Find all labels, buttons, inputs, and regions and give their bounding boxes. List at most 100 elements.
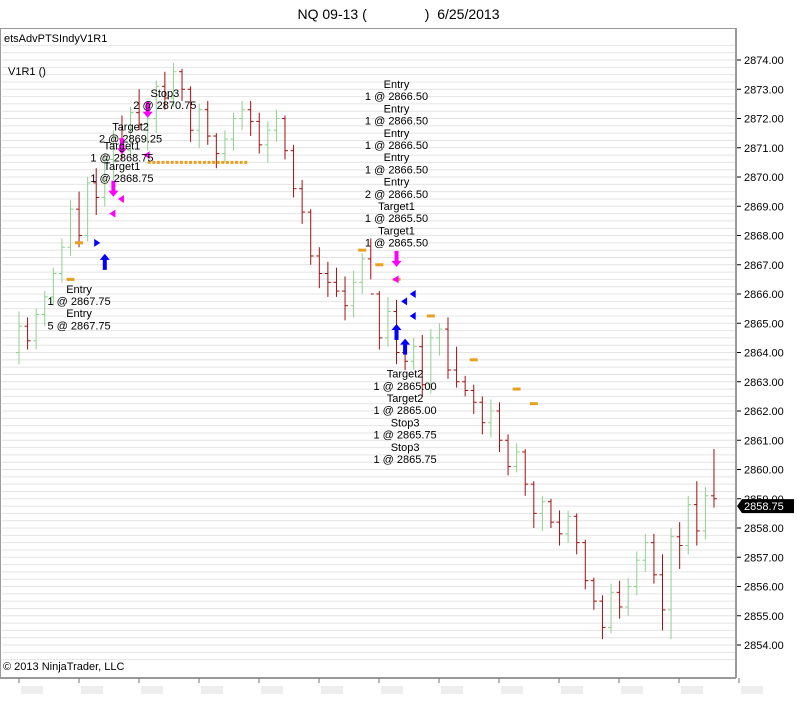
trade-annotation-text: 2 @ 2870.75 <box>133 100 196 112</box>
trade-annotation-text: 1 @ 2868.75 <box>90 173 153 185</box>
ohlc-bar <box>522 449 529 496</box>
close-paren: ) <box>424 6 430 22</box>
grid-lines <box>2 44 735 661</box>
left-triangle-icon <box>392 275 399 284</box>
trade-annotation-text: Target2 <box>387 369 424 381</box>
time-axis[interactable] <box>0 678 736 720</box>
ohlc-bar <box>136 89 143 131</box>
trade-markers <box>94 101 416 355</box>
left-triangle-icon <box>409 290 416 298</box>
ohlc-bar <box>290 144 297 198</box>
ohlc-bar <box>453 346 460 388</box>
ohlc-bar <box>76 191 83 248</box>
trade-annotation-text: 1 @ 2866.50 <box>365 164 428 176</box>
time-tick-label-blank <box>621 686 643 694</box>
trade-annotation-text: 1 @ 2866.50 <box>365 91 428 103</box>
ohlc-bar <box>427 329 434 394</box>
price-axis[interactable] <box>736 28 797 678</box>
ohlc-bar <box>608 583 615 634</box>
ohlc-bar <box>67 200 74 256</box>
price-tick-label: 2869.00 <box>744 201 784 213</box>
trade-annotation-text: 1 @ 2867.75 <box>47 296 110 308</box>
ohlc-bar <box>350 270 357 318</box>
ohlc-bar <box>342 276 349 321</box>
ohlc-bar <box>590 577 597 610</box>
last-price-label: 2858.75 <box>744 501 784 513</box>
trade-annotation-text: Target1 <box>378 201 415 213</box>
time-tick-label-blank <box>21 686 43 694</box>
trade-annotation-text: Target1 <box>104 140 141 152</box>
ohlc-bar <box>625 577 632 616</box>
trade-annotation-text: 2 @ 2869.25 <box>99 134 162 146</box>
left-triangle-icon <box>117 194 124 203</box>
time-tick-label-blank <box>681 686 703 694</box>
time-tick-label-blank <box>561 686 583 694</box>
price-tick-label: 2866.00 <box>744 289 784 301</box>
chart-date: 6/25/2013 <box>437 6 500 22</box>
ohlc-bar <box>668 528 675 640</box>
trade-annotation-text: 5 @ 2867.75 <box>47 320 110 332</box>
ohlc-bar <box>376 291 383 350</box>
price-tick-label: 2870.00 <box>744 172 784 184</box>
trade-annotation-text: Entry <box>66 284 92 296</box>
entry-up-arrow-icon <box>400 338 411 355</box>
ohlc-bar <box>41 291 48 327</box>
right-triangle-icon <box>94 238 101 247</box>
ohlc-bar <box>161 71 168 110</box>
ohlc-bar <box>633 551 640 596</box>
trade-annotation-text: Entry <box>384 177 410 189</box>
ohlc-bar <box>247 100 254 137</box>
ohlc-bar <box>436 323 443 356</box>
trade-annotation-text: 1 @ 2865.50 <box>365 238 428 250</box>
trade-annotation-text: 1 @ 2868.75 <box>90 153 153 165</box>
price-tick-label: 2872.00 <box>744 114 784 126</box>
ohlc-bar <box>650 533 657 584</box>
left-triangle-icon <box>143 151 150 160</box>
ohlc-bar <box>367 238 374 295</box>
time-tick-label-blank <box>321 686 343 694</box>
ohlc-bar <box>307 209 314 265</box>
exit-down-arrow-icon <box>116 138 127 155</box>
ohlc-bar <box>359 253 366 294</box>
left-triangle-icon <box>401 297 408 306</box>
ohlc-bar <box>24 317 31 350</box>
ohlc-bar <box>204 100 211 145</box>
ohlc-bar <box>221 130 228 163</box>
trade-annotation-text: Target2 <box>112 121 149 133</box>
entry-up-arrow-icon <box>391 324 402 341</box>
exit-down-arrow-icon <box>391 250 402 267</box>
price-tick-label: 2855.00 <box>744 611 784 623</box>
ohlc-bar <box>384 296 391 347</box>
trade-annotation-text: 2 @ 2866.50 <box>365 189 428 201</box>
ohlc-bar <box>599 595 606 640</box>
ohlc-bar <box>659 554 666 631</box>
ohlc-bar <box>530 481 537 528</box>
time-tick-label-blank <box>741 686 763 694</box>
ohlc-bar <box>264 121 271 163</box>
exit-down-arrow-icon <box>108 180 119 197</box>
trade-annotation-text: 1 @ 2865.75 <box>374 430 437 442</box>
time-ticks <box>18 678 763 694</box>
price-tick-label: 2857.00 <box>744 552 784 564</box>
ohlc-bar <box>196 103 203 148</box>
price-tick-label: 2864.00 <box>744 348 784 360</box>
ohlc-bar <box>496 402 503 452</box>
trade-annotation-text: 1 @ 2865.00 <box>374 381 437 393</box>
last-price-box <box>737 499 794 514</box>
ohlc-bar <box>299 179 306 224</box>
ohlc-bar <box>513 443 520 473</box>
price-tick-label: 2862.00 <box>744 406 784 418</box>
ohlc-bar <box>230 112 237 151</box>
ohlc-bar <box>101 153 108 207</box>
trade-annotation-text: Entry <box>384 152 410 164</box>
ohlc-bar <box>316 247 323 289</box>
price-bars <box>16 62 717 640</box>
price-tick-label: 2858.00 <box>744 523 784 535</box>
entry-up-arrow-icon <box>99 253 110 270</box>
ohlc-bar <box>16 311 22 365</box>
trade-annotation-text: Entry <box>384 128 410 140</box>
price-tick-label: 2856.00 <box>744 582 784 594</box>
price-tick-label: 2861.00 <box>744 435 784 447</box>
ohlc-bar <box>58 238 65 283</box>
